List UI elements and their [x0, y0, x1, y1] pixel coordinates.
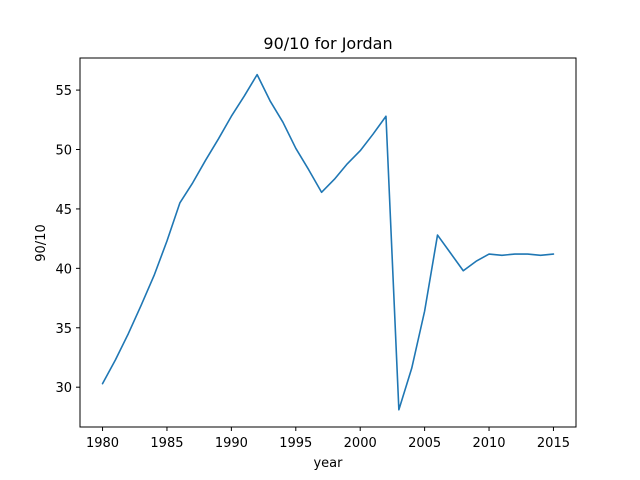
- x-axis: 1980 1985 1990 1995 2000 2005 2010 2015: [86, 427, 570, 451]
- plot-area: [101, 73, 555, 411]
- y-tick-label: 55: [55, 84, 72, 99]
- y-tick-label: 30: [55, 381, 72, 396]
- x-tick-label: 1995: [279, 436, 312, 451]
- x-tick-label: 1980: [86, 436, 119, 451]
- chart-title: 90/10 for Jordan: [263, 34, 392, 53]
- plot-frame: [79, 57, 577, 428]
- x-tick-label: 1990: [215, 436, 248, 451]
- x-axis-label: year: [313, 456, 343, 471]
- x-tick-label: 2000: [344, 436, 377, 451]
- x-tick-label: 2010: [472, 436, 505, 451]
- x-tick-label: 2015: [537, 436, 570, 451]
- y-tick-label: 35: [55, 322, 72, 337]
- x-tick-label: 1985: [150, 436, 183, 451]
- y-tick-label: 45: [55, 203, 72, 218]
- x-tick-label: 2005: [408, 436, 441, 451]
- y-axis-label: 90/10: [34, 224, 49, 261]
- y-axis: 30 35 40 45 50 55: [55, 84, 80, 396]
- y-tick-label: 40: [55, 262, 72, 277]
- series-line: [101, 73, 555, 411]
- y-tick-label: 50: [55, 144, 72, 159]
